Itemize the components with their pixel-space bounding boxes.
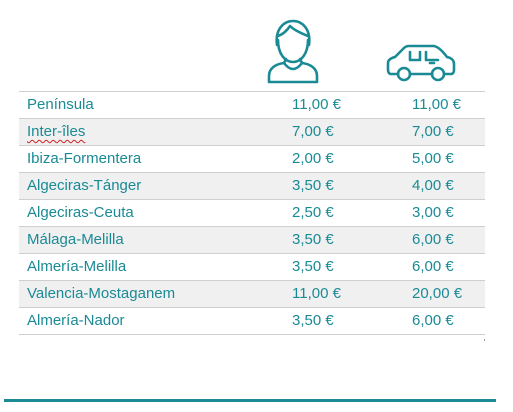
fares-table-body: Península 11,00 € 11,00 € Inter-îles 7,0…	[19, 91, 485, 335]
passenger-fare-cell: 3,50 €	[263, 253, 412, 281]
route-cell: Almería-Nador	[19, 307, 263, 335]
passenger-fare-cell: 11,00 €	[263, 91, 412, 119]
route-cell: Algeciras-Tánger	[19, 172, 263, 200]
table-row: Inter-îles 7,00 € 7,00 €	[19, 118, 485, 146]
route-cell: Inter-îles	[19, 118, 263, 146]
route-cell: Península	[19, 91, 263, 119]
table-row: Península 11,00 € 11,00 €	[19, 91, 485, 119]
route-label: Inter-îles	[27, 123, 86, 140]
car-icon	[386, 44, 456, 82]
route-cell: Málaga-Melilla	[19, 226, 263, 254]
table-row: Ibiza-Formentera 2,00 € 5,00 €	[19, 145, 485, 173]
passenger-fare-cell: 3,50 €	[263, 307, 412, 335]
passenger-fare-cell: 7,00 €	[263, 118, 412, 146]
vehicle-fare-cell: 6,00 €	[412, 307, 485, 335]
person-icon	[267, 19, 319, 84]
passenger-fare-cell: 3,50 €	[263, 172, 412, 200]
vehicle-fare-cell: 6,00 €	[412, 253, 485, 281]
table-row: Almería-Melilla 3,50 € 6,00 €	[19, 253, 485, 281]
vehicle-fare-cell: 20,00 €	[412, 280, 485, 308]
table-row: Málaga-Melilla 3,50 € 6,00 €	[19, 226, 485, 254]
route-cell: Almería-Melilla	[19, 253, 263, 281]
stray-mark	[484, 339, 485, 341]
table-row: Almería-Nador 3,50 € 6,00 €	[19, 307, 485, 335]
route-cell: Valencia-Mostaganem	[19, 280, 263, 308]
vehicle-fare-cell: 3,00 €	[412, 199, 485, 227]
table-row: Valencia-Mostaganem 11,00 € 20,00 €	[19, 280, 485, 308]
bottom-divider	[4, 399, 496, 402]
passenger-fare-cell: 2,50 €	[263, 199, 412, 227]
vehicle-fare-cell: 6,00 €	[412, 226, 485, 254]
vehicle-fare-cell: 11,00 €	[412, 91, 485, 119]
route-cell: Ibiza-Formentera	[19, 145, 263, 173]
passenger-fare-cell: 3,50 €	[263, 226, 412, 254]
table-row: Algeciras-Tánger 3,50 € 4,00 €	[19, 172, 485, 200]
passenger-fare-cell: 11,00 €	[263, 280, 412, 308]
table-row: Algeciras-Ceuta 2,50 € 3,00 €	[19, 199, 485, 227]
vehicle-fare-cell: 4,00 €	[412, 172, 485, 200]
route-cell: Algeciras-Ceuta	[19, 199, 263, 227]
fares-table: Península 11,00 € 11,00 € Inter-îles 7,0…	[19, 91, 485, 335]
passenger-fare-cell: 2,00 €	[263, 145, 412, 173]
vehicle-fare-cell: 7,00 €	[412, 118, 485, 146]
column-icons-header	[0, 0, 513, 92]
vehicle-fare-cell: 5,00 €	[412, 145, 485, 173]
